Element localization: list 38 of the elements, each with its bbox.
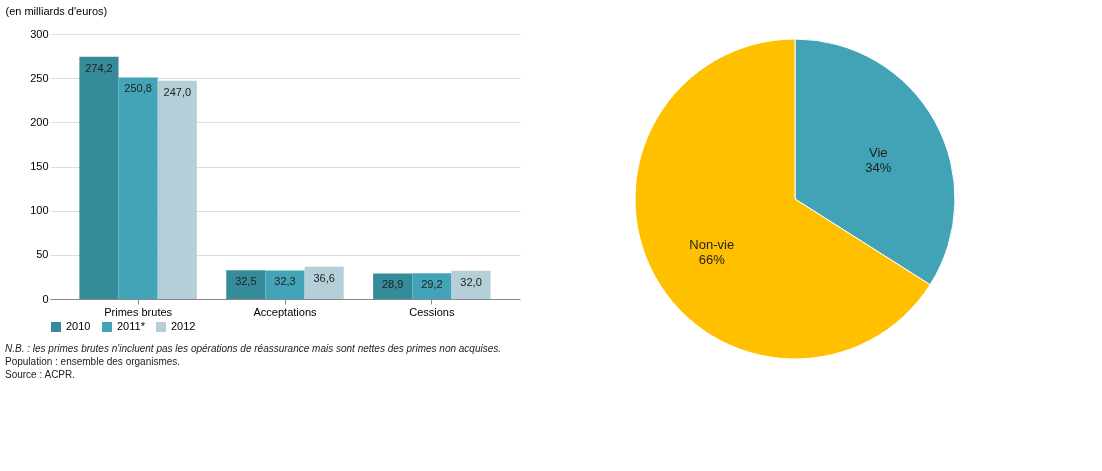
y-axis-title: (en milliards d'euros) <box>5 4 108 17</box>
slice-label: Vie <box>868 145 888 161</box>
bar <box>304 266 344 299</box>
y-tick-label: 150 <box>30 160 49 172</box>
data-label: 29,2 <box>421 278 443 291</box>
x-tick-label: Acceptations <box>253 305 317 318</box>
data-label: 247,0 <box>163 85 192 98</box>
x-tick-label: Primes brutes <box>104 305 173 318</box>
y-tick-label: 300 <box>30 27 49 40</box>
legend-label: 2010 <box>66 320 91 332</box>
text: N.B. : les primes brutes n'incluent pas les opérations de réassurance mais sont nettes des primes non acquises. <box>5 343 502 354</box>
y-tick-label: 100 <box>30 204 49 217</box>
data-label: 32,3 <box>274 275 296 288</box>
data-label: 28,9 <box>382 278 404 291</box>
text: Population : ensemble des organismes. <box>5 356 181 367</box>
data-label: 250,8 <box>124 82 152 95</box>
data-label: 32,5 <box>235 275 257 288</box>
data-label: 32,0 <box>460 275 482 288</box>
bar <box>226 270 266 299</box>
y-tick-label: 250 <box>30 71 49 84</box>
data-label: 66% <box>698 251 726 267</box>
bar <box>79 56 119 299</box>
slice-label: Non-vie <box>689 236 735 252</box>
bar <box>412 273 452 299</box>
legend-label: 2012 <box>171 320 196 332</box>
data-label: 274,2 <box>85 61 113 74</box>
y-tick-label: 200 <box>30 115 49 128</box>
y-tick-label: 0 <box>42 292 49 305</box>
legend-label: 2011* <box>117 320 146 332</box>
bar <box>265 270 305 299</box>
bar <box>118 77 158 299</box>
bar <box>157 80 197 299</box>
x-tick-label: Cessions <box>409 305 455 318</box>
y-tick-label: 50 <box>36 248 49 261</box>
data-label: 36,6 <box>313 271 335 284</box>
source-note: Source : ACPR. <box>5 369 76 380</box>
data-label: 34% <box>865 160 892 176</box>
bar <box>451 270 491 299</box>
